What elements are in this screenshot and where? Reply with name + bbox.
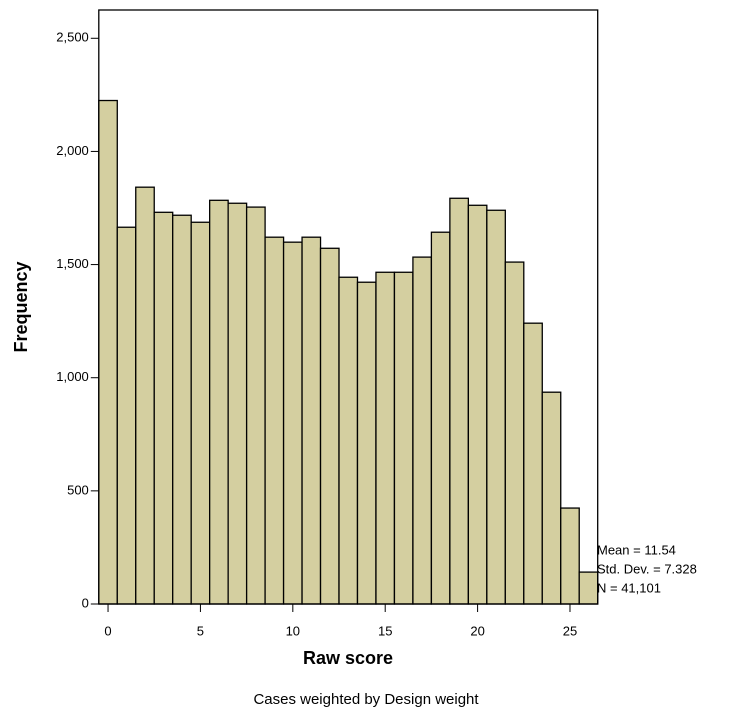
- y-tick-label: 500: [67, 482, 89, 497]
- stats-annotation: N = 41,101: [597, 580, 661, 595]
- x-tick-label: 10: [286, 623, 300, 638]
- bar: [430, 231, 451, 605]
- bar: [135, 186, 155, 605]
- x-tick-label: 15: [378, 623, 392, 638]
- bar: [393, 271, 414, 605]
- bar: [486, 209, 506, 605]
- y-tick-label: 0: [82, 595, 89, 610]
- bar: [560, 507, 580, 605]
- stats-annotation: Std. Dev. = 7.328: [597, 561, 697, 576]
- bar: [578, 571, 599, 605]
- bar: [319, 247, 340, 605]
- bar: [209, 199, 229, 605]
- bar: [375, 271, 396, 605]
- x-axis-label: Raw score: [303, 648, 393, 668]
- y-tick-label: 2,000: [56, 143, 89, 158]
- y-axis-label: Frequency: [11, 261, 31, 352]
- bar: [116, 226, 137, 605]
- x-tick-label: 25: [563, 623, 577, 638]
- bar: [172, 214, 192, 605]
- bar: [264, 236, 285, 605]
- y-tick-label: 2,500: [56, 30, 89, 45]
- bar: [523, 322, 543, 605]
- x-tick-label: 20: [470, 623, 484, 638]
- bar: [190, 221, 211, 605]
- bar: [356, 281, 377, 605]
- y-tick-label: 1,500: [56, 256, 89, 271]
- x-tick-label: 0: [104, 623, 111, 638]
- bar: [338, 276, 359, 605]
- bar: [153, 211, 174, 605]
- bar: [449, 197, 470, 605]
- x-tick-label: 5: [197, 623, 204, 638]
- stats-annotation: Mean = 11.54: [597, 542, 676, 557]
- bar: [541, 391, 562, 605]
- bar: [98, 99, 118, 605]
- bar: [227, 202, 248, 605]
- bar: [412, 256, 433, 605]
- bar: [504, 261, 525, 605]
- bar: [301, 236, 322, 605]
- bar: [245, 206, 266, 605]
- bar: [467, 204, 488, 605]
- footnote: Cases weighted by Design weight: [253, 691, 479, 708]
- y-tick-label: 1,000: [56, 369, 89, 384]
- plot-frame: [98, 9, 599, 605]
- bar: [282, 241, 303, 605]
